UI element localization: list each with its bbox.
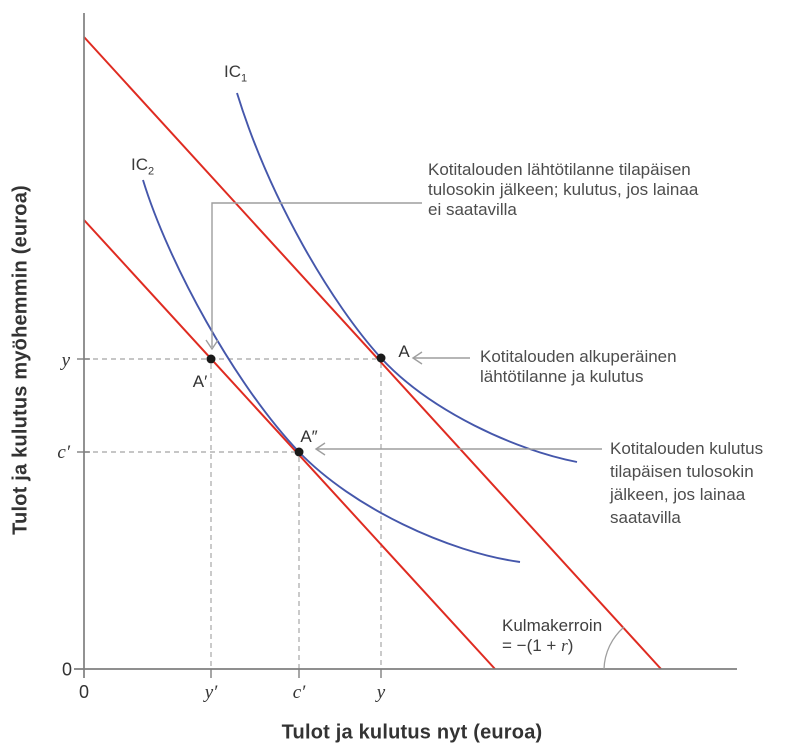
slope-label-line1: Kulmakerroin (502, 616, 603, 635)
slope-label-r-var: r (561, 636, 568, 655)
y-tick-label-c-prime: c′ (57, 442, 70, 463)
y-tick-label-zero: 0 (61, 659, 72, 680)
point-a-double-prime-label: A″ (300, 427, 318, 446)
x-tick-label-y: y (376, 682, 386, 703)
arrowhead-down-icon (205, 339, 219, 351)
annotation-no-borrowing: Kotitalouden lähtötilanne tilapäisen tul… (428, 160, 699, 219)
point-a (376, 353, 386, 363)
ic1-label: IC1 (224, 62, 247, 84)
x-tick-label-c-prime: c′ (292, 682, 306, 703)
arrowhead-left-icon (411, 351, 423, 365)
ic2-label-sub: 2 (148, 165, 155, 178)
point-a-prime (206, 354, 216, 364)
ic2-label: IC2 (131, 155, 154, 177)
arrowhead-left2-icon (314, 442, 326, 456)
leader-no-borrowing (211, 202, 422, 347)
point-a-label: A (398, 342, 410, 361)
ic1-label-sub: 1 (241, 72, 248, 85)
budget-line-after-shock (83, 219, 496, 670)
slope-label-line2: = −(1 + r) (502, 636, 602, 656)
y-tick-label-y: y (61, 350, 70, 371)
x-tick-label-zero: 0 (78, 682, 90, 702)
slope-angle-arc (603, 626, 625, 670)
point-a-double-prime (294, 447, 304, 457)
x-axis-title: Tulot ja kulutus nyt (euroa) (281, 721, 543, 744)
annotation-original: Kotitalouden alkuperäinen lähtötilanne j… (480, 347, 677, 386)
budget-line-original (83, 36, 662, 670)
annotation-with-borrowing: Kotitalouden kulutus tilapäisen tulosoki… (610, 439, 764, 527)
x-tick-label-y-prime: y′ (204, 682, 218, 703)
indifference-curve-ic2 (142, 179, 521, 563)
indifference-curve-ic1 (236, 92, 578, 463)
slope-label-line2-pre: = −(1 + (502, 636, 562, 655)
y-axis-title: Tulot ja kulutus myöhemmin (euroa) (9, 185, 32, 535)
slope-label-line2-post: ) (567, 636, 574, 655)
point-a-prime-label: A′ (192, 372, 208, 391)
slope-label: Kulmakerroin = −(1 + r) (502, 616, 602, 656)
ic1-label-base: IC (224, 62, 241, 81)
ic2-label-base: IC (131, 155, 148, 174)
